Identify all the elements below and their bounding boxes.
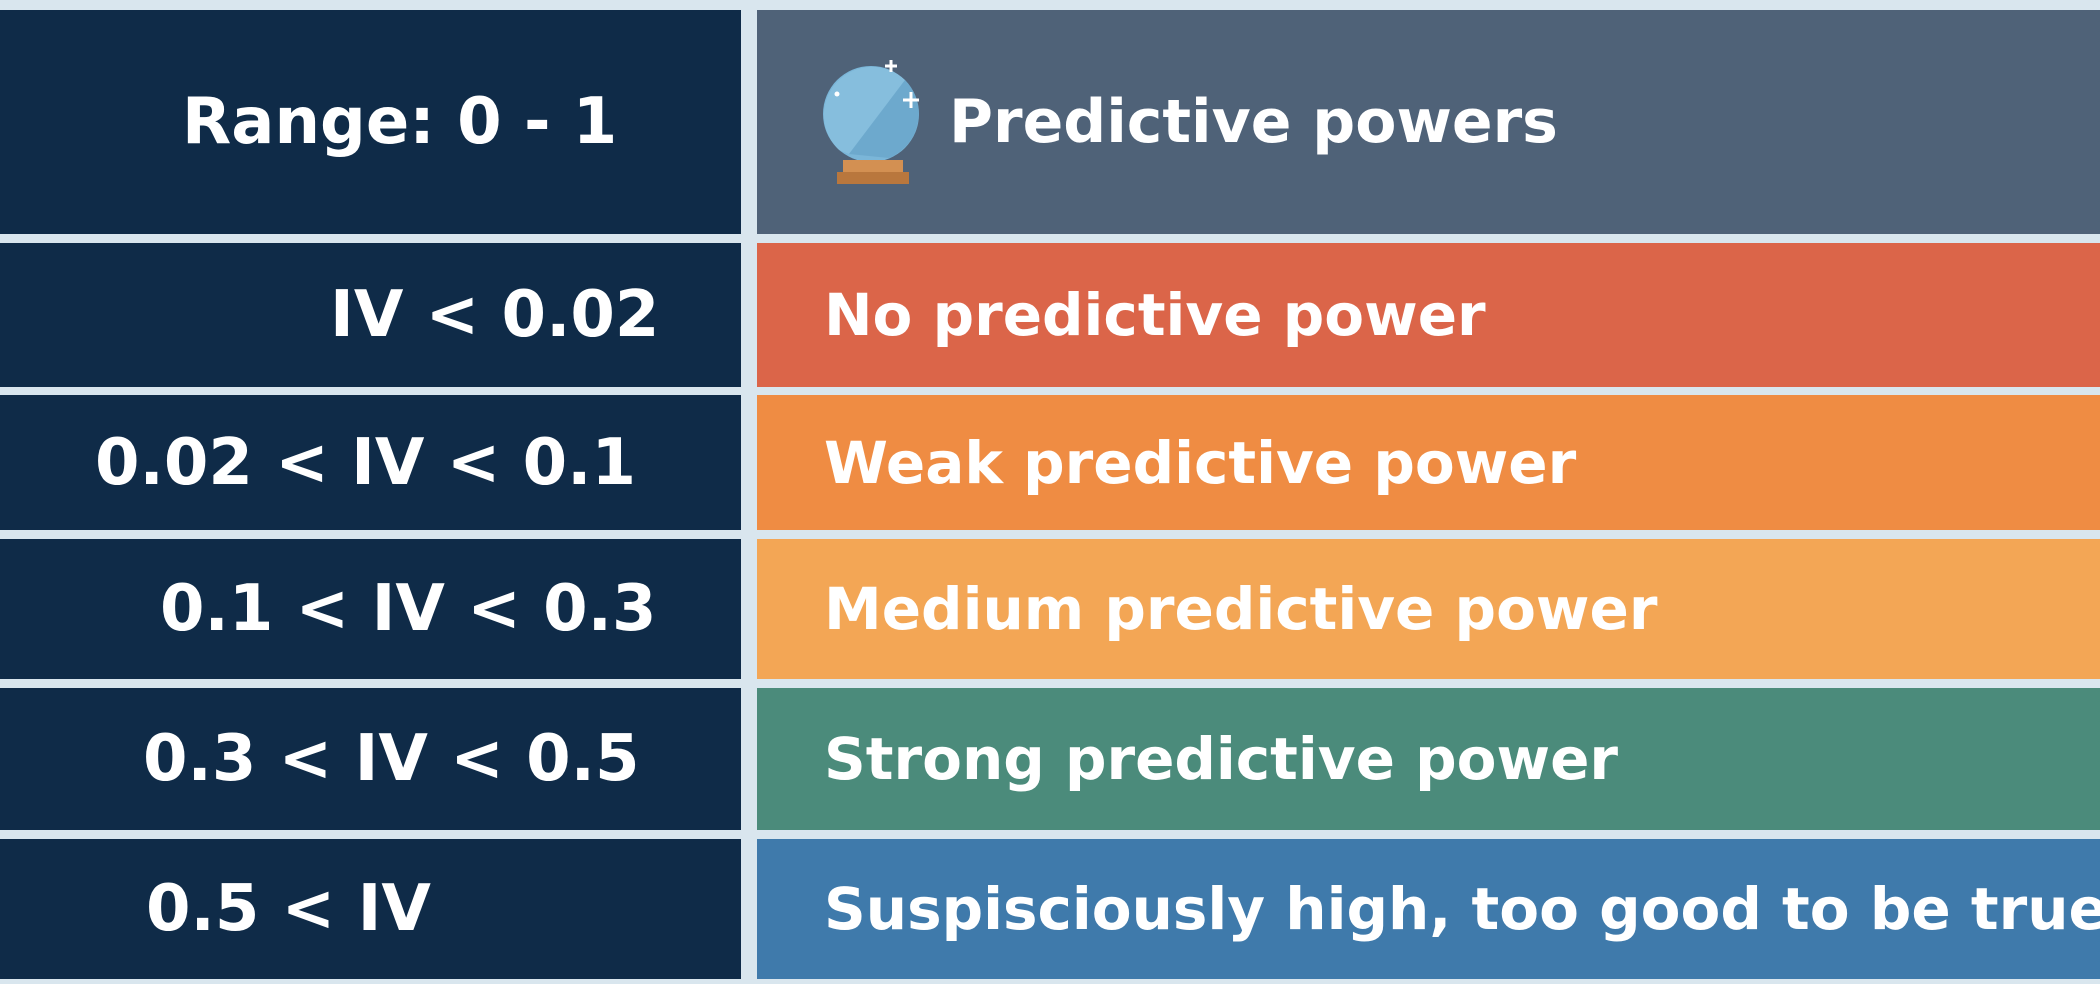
- meaning-label: Medium predictive power: [824, 575, 1658, 643]
- range-label: Range: 0 - 1: [182, 85, 618, 159]
- meaning-cell: No predictive power: [757, 243, 2100, 387]
- condition-cell: 0.3 < IV < 0.5: [0, 688, 741, 830]
- condition-label: IV < 0.02: [330, 278, 660, 352]
- meaning-label: Suspisciously high, too good to be true: [824, 875, 2100, 943]
- meaning-cell: Suspisciously high, too good to be true: [757, 839, 2100, 979]
- meaning-cell: Strong predictive power: [757, 688, 2100, 830]
- range-cell: Range: 0 - 1: [0, 10, 741, 234]
- condition-label: 0.02 < IV < 0.1: [95, 425, 636, 500]
- meaning-cell: Weak predictive power: [757, 395, 2100, 530]
- condition-label: 0.1 < IV < 0.3: [160, 572, 657, 646]
- meaning-label: Weak predictive power: [824, 428, 1577, 497]
- meaning-label: No predictive power: [824, 281, 1486, 349]
- condition-cell: 0.1 < IV < 0.3: [0, 539, 741, 679]
- condition-cell: 0.5 < IV: [0, 839, 741, 979]
- condition-label: 0.3 < IV < 0.5: [143, 722, 640, 796]
- condition-cell: 0.02 < IV < 0.1: [0, 395, 741, 530]
- meaning-cell: Medium predictive power: [757, 539, 2100, 679]
- meaning-label: Strong predictive power: [824, 725, 1619, 793]
- condition-label: 0.5 < IV: [146, 872, 431, 946]
- header-title: Predictive powers: [949, 87, 1558, 157]
- header-title-cell: Predictive powers: [757, 10, 2100, 234]
- condition-cell: IV < 0.02: [0, 243, 741, 387]
- crystal-ball-icon: [819, 42, 929, 202]
